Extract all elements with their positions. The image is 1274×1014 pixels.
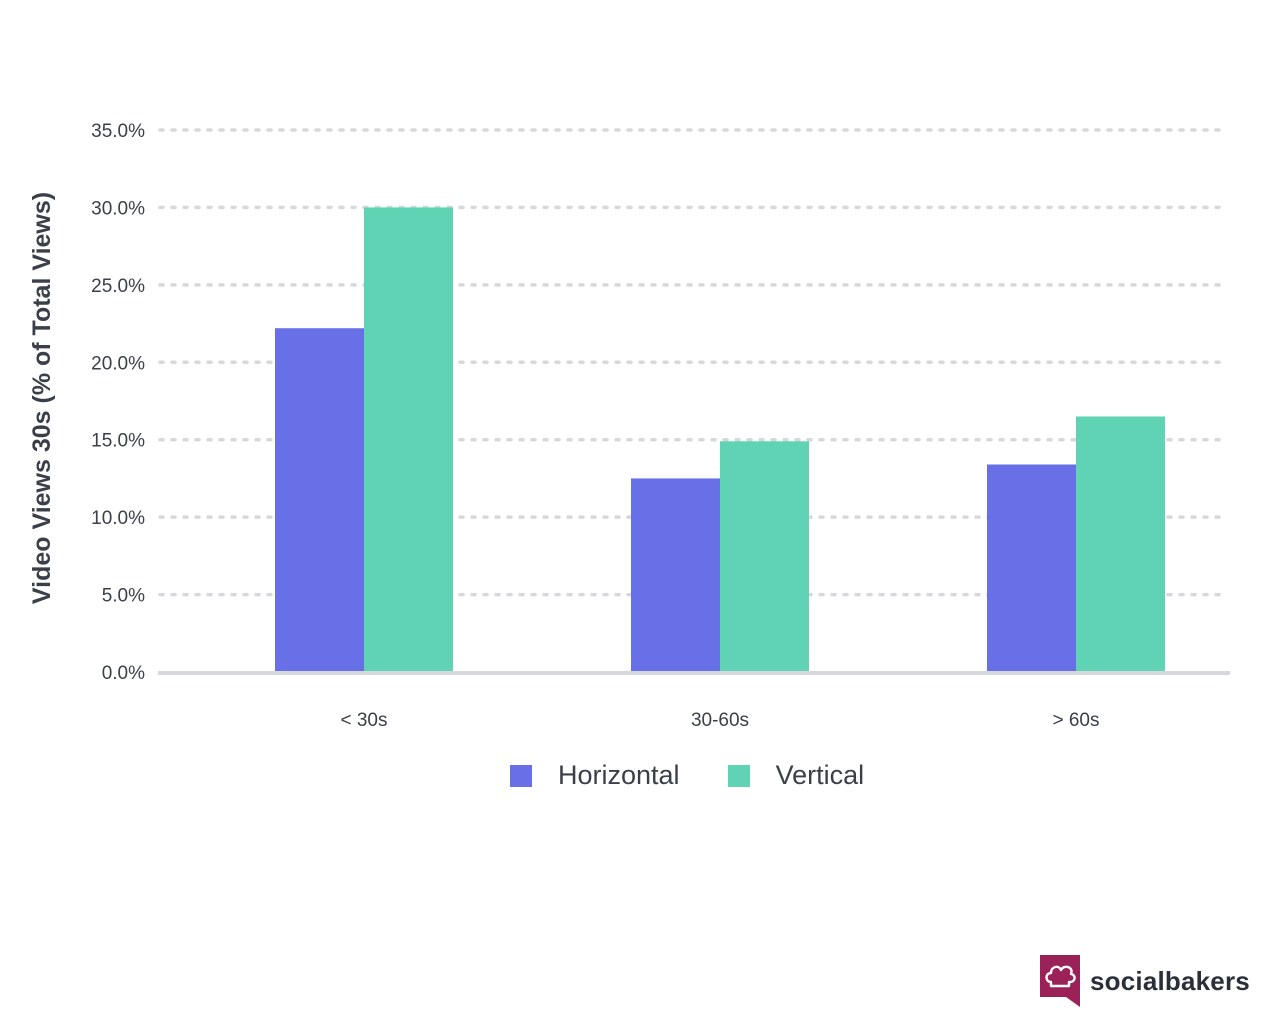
bar-horizontal[interactable] [987,464,1076,672]
legend: Horizontal Vertical [510,760,912,791]
bar-horizontal[interactable] [275,328,364,672]
y-tick-label: 0.0% [102,663,145,684]
chef-hat-icon [1040,955,1080,1007]
y-tick-labels: 0.0% 5.0% 10.0% 15.0% 20.0% 25.0% 30.0% 35.0% [91,121,145,684]
y-tick-label: 5.0% [102,586,145,607]
bar-horizontal[interactable] [631,478,720,672]
legend-swatch-horizontal [510,764,532,787]
bar-vertical[interactable] [364,207,453,672]
brand-name: socialbakers [1090,965,1250,996]
y-tick-label: 10.0% [91,508,145,529]
legend-item-vertical[interactable]: Vertical [727,760,865,791]
brand-logo: socialbakers [1040,955,1250,1007]
x-tick-label: < 30s [340,710,387,731]
y-tick-label: 25.0% [91,276,145,297]
legend-label-horizontal: Horizontal [558,760,680,790]
legend-swatch-vertical [727,764,750,787]
y-axis-label: Video Views 30s (% of Total Views) [28,192,56,604]
x-tick-labels: < 30s 30-60s > 60s [340,710,1099,731]
y-tick-label: 35.0% [91,121,145,142]
legend-label-vertical: Vertical [775,760,865,790]
bars [275,207,1165,672]
bar-vertical[interactable] [720,441,809,672]
y-tick-label: 20.0% [91,353,145,374]
x-tick-label: > 60s [1052,710,1099,731]
bar-vertical[interactable] [1076,416,1165,672]
x-tick-label: 30-60s [691,710,749,731]
y-tick-label: 15.0% [91,431,145,452]
y-tick-label: 30.0% [91,198,145,219]
legend-item-horizontal[interactable]: Horizontal [510,760,680,791]
